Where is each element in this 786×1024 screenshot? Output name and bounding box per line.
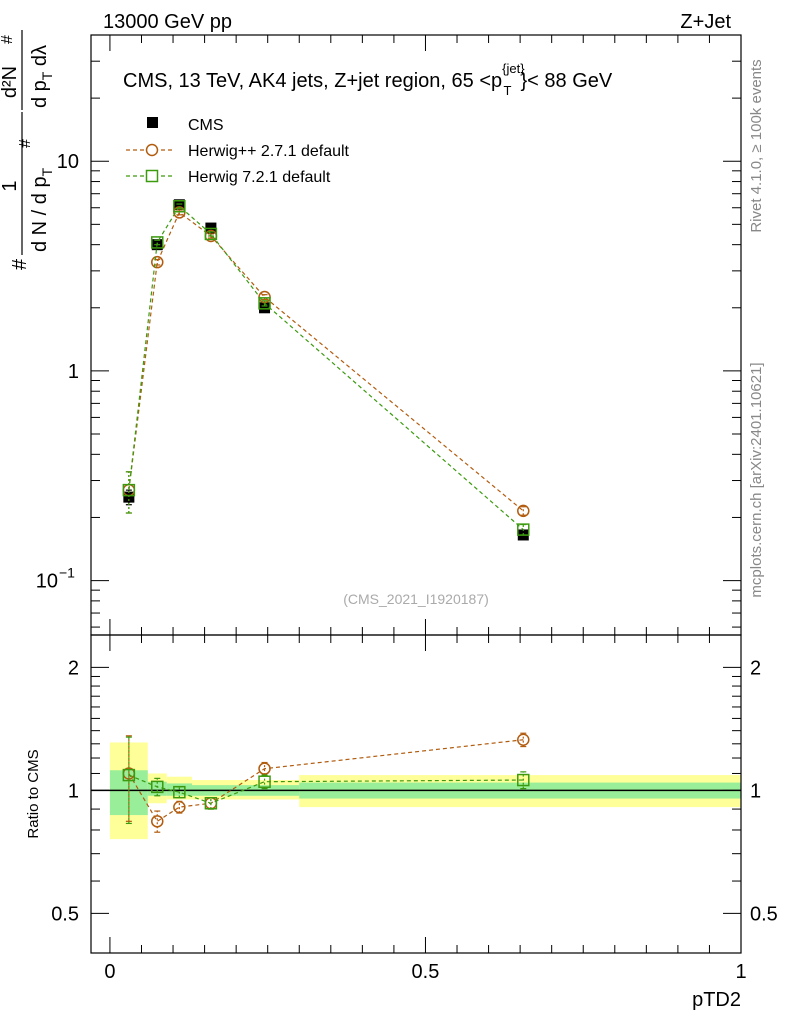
series-ratio-herwig7 (122, 736, 530, 825)
series-line (128, 211, 524, 512)
ratio-plot-layer: 2 2 1 1 0.5 0.5 0 0.5 1 (51, 635, 778, 983)
ratio-y-tick-label-right: 1 (750, 780, 761, 802)
legend-marker-herwigpp (145, 143, 159, 157)
y-title-frac1-num: 1 (0, 180, 21, 191)
series-line (128, 774, 524, 804)
title-superscript: {jet} (502, 61, 525, 76)
y-title-hash-lead: # (9, 258, 31, 270)
x-tick-label: 0 (104, 961, 115, 983)
process-label: Z+Jet (680, 11, 731, 33)
x-axis-title: pTD2 (692, 989, 741, 1011)
y-title-frac1-den: d N / d pT (29, 167, 55, 252)
data-point (151, 815, 164, 828)
legend-label-herwigpp: Herwig++ 2.7.1 default (188, 143, 350, 160)
main-y-tick-exponent: −1 (59, 565, 75, 581)
data-point (204, 227, 218, 241)
data-point (259, 302, 271, 314)
x-tick-label: 0.5 (412, 961, 440, 983)
data-point (517, 733, 530, 747)
main-y-tick-label: 10 (36, 571, 58, 593)
data-point (122, 483, 136, 497)
main-y-tick-label: 10 (57, 151, 79, 173)
ratio-plot-frame (90, 634, 742, 954)
title-main-text: CMS, 13 TeV, AK4 jets, Z+jet region, 65 … (123, 70, 502, 92)
data-point (151, 255, 164, 269)
analysis-watermark: (CMS_2021_I1920187) (343, 591, 489, 607)
data-point (173, 199, 185, 211)
data-point (517, 504, 530, 518)
y-title-frac2-num: d²N (0, 66, 21, 98)
mcplots-label: mcplots.cern.ch [arXiv:2401.10621] (748, 362, 765, 597)
main-y-tick-label: 1 (68, 361, 79, 383)
y-title-frac2-den: d pT dλ (29, 45, 55, 108)
data-point (151, 236, 164, 249)
data-point (123, 491, 135, 503)
main-y-axis-title: # 1 d N / d pT # d²N d pT dλ # (0, 30, 55, 270)
data-point (258, 762, 271, 775)
legend-marker-herwig7 (145, 169, 159, 183)
data-point (517, 523, 530, 536)
main-plot-title: CMS, 13 TeV, AK4 jets, Z+jet region, 65 … (123, 61, 613, 98)
y-title-hash-top: # (0, 35, 16, 44)
title-tail-text: }< 88 GeV (521, 70, 613, 92)
ratio-y-tick-label-left: 1 (68, 780, 79, 802)
series-0 (123, 199, 529, 541)
y-title-hash-mid: # (17, 139, 34, 148)
data-point (204, 797, 218, 810)
data-point (173, 785, 186, 799)
series-1 (122, 206, 530, 518)
main-y-ticks (91, 34, 741, 628)
data-point (517, 773, 530, 787)
legend-label-herwig7: Herwig 7.2.1 default (188, 169, 331, 186)
x-tick-label: 1 (735, 961, 746, 983)
data-point (122, 768, 136, 782)
rivet-version-label: Rivet 4.1.0, ≥ 100k events (748, 59, 765, 232)
ratio-y-axis-title: Ratio to CMS (25, 749, 42, 838)
ratio-y-tick-label-left: 0.5 (51, 903, 79, 925)
legend-marker-cms (147, 117, 158, 128)
data-point (173, 800, 186, 814)
title-subscript: T (504, 83, 512, 98)
data-point (151, 780, 164, 794)
data-point (258, 775, 271, 788)
series-line (128, 739, 524, 823)
ratio-y-tick-label-right: 0.5 (750, 903, 778, 925)
ratio-y-ticks (91, 666, 741, 914)
legend: CMS Herwig++ 2.7.1 default Herwig 7.2.1 … (126, 117, 350, 186)
data-point (173, 199, 186, 213)
ratio-y-tick-label-right: 2 (750, 657, 761, 679)
ratio-y-tick-label-left: 2 (68, 657, 79, 679)
energy-label: 13000 GeV pp (103, 11, 232, 33)
legend-label-cms: CMS (188, 117, 224, 134)
series-line (128, 205, 524, 531)
series-2 (122, 199, 530, 536)
ratio-x-ticks (109, 635, 742, 953)
data-point (258, 297, 271, 310)
